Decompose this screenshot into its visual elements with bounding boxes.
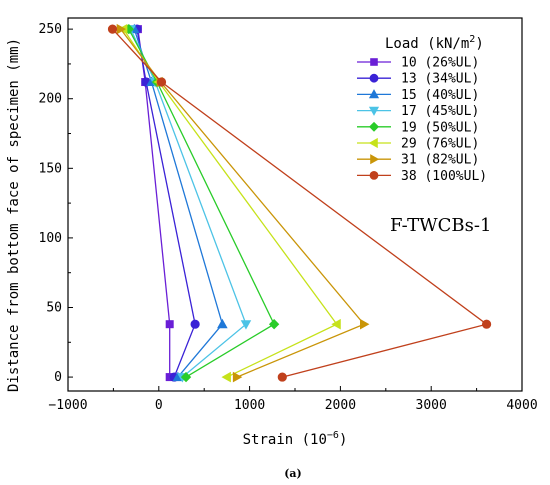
data-point <box>190 319 200 329</box>
legend-title: Load (kN/m2) <box>385 34 484 52</box>
x-axis-title-exponent: −6 <box>327 430 339 441</box>
data-point <box>165 320 174 329</box>
legend-item: 13 (34%UL) <box>357 72 479 87</box>
legend-label: 17 (45%UL) <box>401 104 479 119</box>
series-line <box>120 28 366 378</box>
x-tick-label: 4000 <box>506 398 537 413</box>
legend-marker <box>369 170 379 180</box>
data-point <box>481 319 492 329</box>
data-point <box>277 372 287 382</box>
x-tick-label: 2000 <box>325 398 356 413</box>
legend-label: 38 (100%UL) <box>401 169 487 184</box>
y-tick-label: 250 <box>39 22 62 37</box>
legend-item: 15 (40%UL) <box>357 88 479 103</box>
y-tick-label: 150 <box>39 161 62 176</box>
x-axis-title: Strain (10−6) <box>243 430 348 448</box>
x-tick-label: 0 <box>155 398 163 413</box>
series-line <box>128 28 275 378</box>
legend-marker <box>368 106 380 116</box>
data-point <box>156 77 167 87</box>
legend-label: 31 (82%UL) <box>401 153 479 168</box>
y-axis-ticks: 0 50 100 150 200 250 <box>39 22 73 385</box>
legend-label: 29 (76%UL) <box>401 137 479 152</box>
series-layer <box>107 23 492 383</box>
legend-label: 13 (34%UL) <box>401 72 479 87</box>
x-tick-label: 3000 <box>416 398 447 413</box>
legend-item: 38 (100%UL) <box>357 169 487 184</box>
y-tick-label: 100 <box>39 231 62 246</box>
data-point <box>217 318 228 329</box>
data-point <box>180 371 192 383</box>
legend-marker <box>369 121 379 132</box>
legend-marker <box>368 89 380 99</box>
legend-label: 15 (40%UL) <box>401 88 479 103</box>
legend-marker <box>370 58 378 66</box>
data-point <box>221 371 231 383</box>
legend-item: 19 (50%UL) <box>357 120 479 135</box>
legend-label: 10 (26%UL) <box>401 56 479 71</box>
legend-marker <box>370 154 380 165</box>
data-point <box>232 371 243 383</box>
data-point <box>107 24 118 34</box>
legend: Load (kN/m2) 10 (26%UL)13 (34%UL)15 (40%U… <box>357 34 487 184</box>
y-tick-label: 0 <box>54 370 62 385</box>
x-axis-title-close: ) <box>339 432 347 448</box>
figure-caption: (a) <box>284 467 302 480</box>
data-point <box>240 320 252 330</box>
y-tick-label: 50 <box>46 300 62 315</box>
x-axis-ticks: −1000 0 1000 2000 3000 4000 <box>48 386 538 413</box>
y-axis-title: Distance from bottom face of specimen (m… <box>6 38 22 392</box>
specimen-annotation: F-TWCBs-1 <box>390 215 491 236</box>
data-point <box>268 319 280 330</box>
legend-marker <box>369 73 379 83</box>
legend-item: 17 (45%UL) <box>357 104 479 119</box>
legend-item: 10 (26%UL) <box>357 56 479 71</box>
series-7 <box>107 24 492 382</box>
legend-item: 31 (82%UL) <box>357 153 479 168</box>
series-line <box>112 28 489 378</box>
data-point <box>331 318 341 330</box>
legend-item: 29 (76%UL) <box>357 137 479 152</box>
x-tick-label: 1000 <box>234 398 265 413</box>
data-point <box>360 318 370 330</box>
x-tick-label: −1000 <box>48 398 87 413</box>
legend-marker <box>368 137 378 149</box>
y-tick-label: 200 <box>39 92 62 107</box>
legend-label: 19 (50%UL) <box>401 120 479 135</box>
